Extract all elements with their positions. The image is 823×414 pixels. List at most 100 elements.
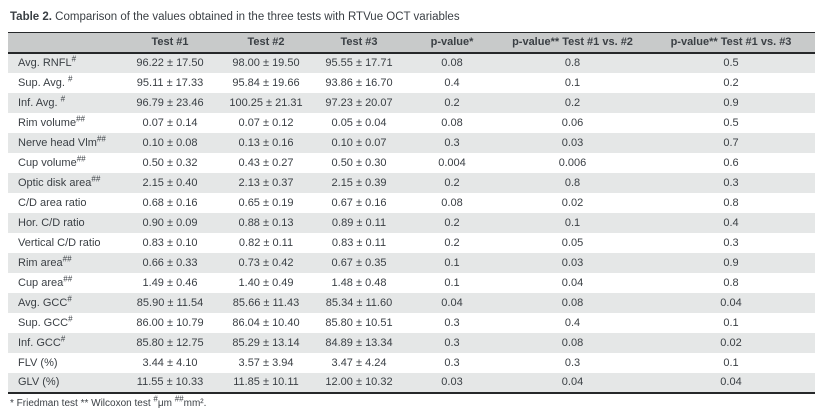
value-cell: 85.80 ± 10.51 xyxy=(325,316,393,329)
row-label: Inf. GCC# xyxy=(18,333,66,349)
row-label-superscript: ## xyxy=(76,113,85,123)
table-body: Avg. RNFL# 96.22 ± 17.50 98.00 ± 19.50 95.5… xyxy=(8,52,815,393)
value-cell: 3.44 ± 4.10 xyxy=(142,356,198,369)
table-row: Sup. Avg. # 95.11 ± 17.33 95.84 ± 19.66 93.… xyxy=(8,73,815,93)
value-cell: 0.1 xyxy=(564,216,581,229)
row-label: Avg. RNFL# xyxy=(18,54,77,69)
value-cell: 0.3 xyxy=(444,316,460,329)
value-cell: 0.89 ± 0.11 xyxy=(331,216,387,229)
value-cell: 0.1 xyxy=(564,76,581,89)
row-label-superscript: ## xyxy=(76,153,86,163)
value-cell: 0.1 xyxy=(723,316,739,329)
value-cell: 0.08 xyxy=(561,336,584,349)
row-label-superscript: ## xyxy=(96,133,106,143)
value-cell: 0.67 ± 0.16 xyxy=(331,196,387,209)
value-cell: 0.2 xyxy=(444,236,460,249)
value-cell: 3.57 ± 3.94 xyxy=(238,356,294,369)
value-cell: 85.80 ± 12.75 xyxy=(136,336,204,349)
value-cell: 0.1 xyxy=(444,276,460,289)
column-header: p-value** Test #1 vs. #3 xyxy=(670,36,792,49)
value-cell: 0.8 xyxy=(564,57,581,69)
column-header: Test #1 xyxy=(151,36,189,49)
table-row: C/D area ratio 0.68 ± 0.16 0.65 ± 0.19 0.67… xyxy=(8,193,815,213)
value-cell: 0.83 ± 0.10 xyxy=(142,236,198,249)
row-label: C/D area ratio xyxy=(18,196,87,209)
footnote-superscript: ## xyxy=(174,394,184,404)
value-cell: 3.47 ± 4.24 xyxy=(331,356,387,369)
table-row: Cup area## 1.49 ± 0.46 1.40 ± 0.49 1.48 ± 0… xyxy=(8,273,815,293)
row-label: Sup. GCC# xyxy=(18,313,73,329)
row-label: Cup area## xyxy=(18,273,73,289)
row-label: Cup volume## xyxy=(18,153,86,169)
value-cell: 0.4 xyxy=(564,316,581,329)
value-cell: 86.00 ± 10.79 xyxy=(136,316,204,329)
value-cell: 0.08 xyxy=(441,196,463,209)
column-header: p-value** Test #1 vs. #2 xyxy=(512,36,633,49)
row-label-superscript: # xyxy=(67,293,72,303)
value-cell: 11.85 ± 10.11 xyxy=(233,376,299,388)
row-label-superscript: ## xyxy=(63,273,73,283)
value-cell: 0.3 xyxy=(444,136,460,149)
value-cell: 0.08 xyxy=(561,296,584,309)
row-label: Rim area## xyxy=(18,253,72,269)
value-cell: 0.9 xyxy=(723,256,739,269)
value-cell: 0.68 ± 0.16 xyxy=(142,196,198,209)
value-cell: 0.06 xyxy=(561,116,584,129)
value-cell: 0.5 xyxy=(723,57,739,69)
value-cell: 0.6 xyxy=(723,156,739,169)
table-row: Avg. RNFL# 96.22 ± 17.50 98.00 ± 19.50 95.5… xyxy=(8,52,815,73)
value-cell: 0.3 xyxy=(564,356,581,369)
row-label: GLV (%) xyxy=(18,376,60,388)
value-cell: 1.49 ± 0.46 xyxy=(142,276,198,289)
table-row: Sup. GCC# 86.00 ± 10.79 86.04 ± 10.40 85.80… xyxy=(8,313,815,333)
value-cell: 0.10 ± 0.07 xyxy=(331,136,387,149)
table-row: Optic disk area## 2.15 ± 0.40 2.13 ± 0.37 2… xyxy=(8,172,815,193)
table-row: Inf. GCC# 85.80 ± 12.75 85.29 ± 13.14 84.89… xyxy=(8,332,815,353)
value-cell: 95.11 ± 17.33 xyxy=(136,76,204,89)
value-cell: 95.84 ± 19.66 xyxy=(232,76,300,89)
value-cell: 0.2 xyxy=(444,216,460,229)
value-cell: 0.03 xyxy=(561,256,584,269)
value-cell: 0.2 xyxy=(723,76,739,89)
value-cell: 1.40 ± 0.49 xyxy=(238,276,294,289)
column-header xyxy=(8,33,120,53)
value-cell: 0.04 xyxy=(561,376,584,388)
table-caption-number: Table 2. xyxy=(10,11,52,23)
row-label: Optic disk area## xyxy=(18,173,101,189)
value-cell: 0.65 ± 0.19 xyxy=(238,196,294,209)
value-cell: 0.04 xyxy=(561,276,584,289)
value-cell: 85.29 ± 13.14 xyxy=(232,336,300,349)
value-cell: 0.90 ± 0.09 xyxy=(142,216,198,229)
value-cell: 2.15 ± 0.39 xyxy=(331,176,387,189)
table-row: Rim volume## 0.07 ± 0.14 0.07 ± 0.12 0.05 ±… xyxy=(8,113,815,133)
row-label-superscript: # xyxy=(68,313,73,323)
value-cell: 0.2 xyxy=(444,96,460,109)
footnote-superscript: # xyxy=(153,394,158,404)
row-label: Inf. Avg. # xyxy=(18,93,66,109)
row-label: Vertical C/D ratio xyxy=(18,236,101,249)
value-cell: 0.13 ± 0.16 xyxy=(238,136,294,149)
row-label-superscript: # xyxy=(71,54,77,64)
comparison-table: Test #1 Test #2 Test #3 p-value* p-value** T… xyxy=(8,32,815,394)
value-cell: 0.07 ± 0.12 xyxy=(238,116,294,129)
value-cell: 0.02 xyxy=(720,336,742,349)
value-cell: 0.50 ± 0.32 xyxy=(142,156,198,169)
value-cell: 11.55 ± 10.33 xyxy=(136,376,204,388)
value-cell: 0.73 ± 0.42 xyxy=(238,256,294,269)
value-cell: 0.03 xyxy=(561,136,584,149)
row-label: Rim volume## xyxy=(18,113,85,129)
value-cell: 96.79 ± 23.46 xyxy=(136,96,204,109)
value-cell: 0.88 ± 0.13 xyxy=(238,216,294,229)
table-footnote: * Friedman test ** Wilcoxon test #μm ##m… xyxy=(10,394,207,409)
row-label-superscript: # xyxy=(60,93,66,103)
value-cell: 0.1 xyxy=(444,256,460,269)
table-caption-text: Comparison of the values obtained in the… xyxy=(51,11,460,23)
value-cell: 0.2 xyxy=(564,96,581,109)
value-cell: 0.2 xyxy=(444,176,460,189)
value-cell: 86.04 ± 10.40 xyxy=(232,316,300,329)
column-header: Test #2 xyxy=(247,36,285,49)
table-row: Rim area## 0.66 ± 0.33 0.73 ± 0.42 0.67 ± 0… xyxy=(8,252,815,273)
value-cell: 0.02 xyxy=(561,196,584,209)
value-cell: 100.25 ± 21.31 xyxy=(229,96,303,109)
value-cell: 1.48 ± 0.48 xyxy=(331,276,387,289)
